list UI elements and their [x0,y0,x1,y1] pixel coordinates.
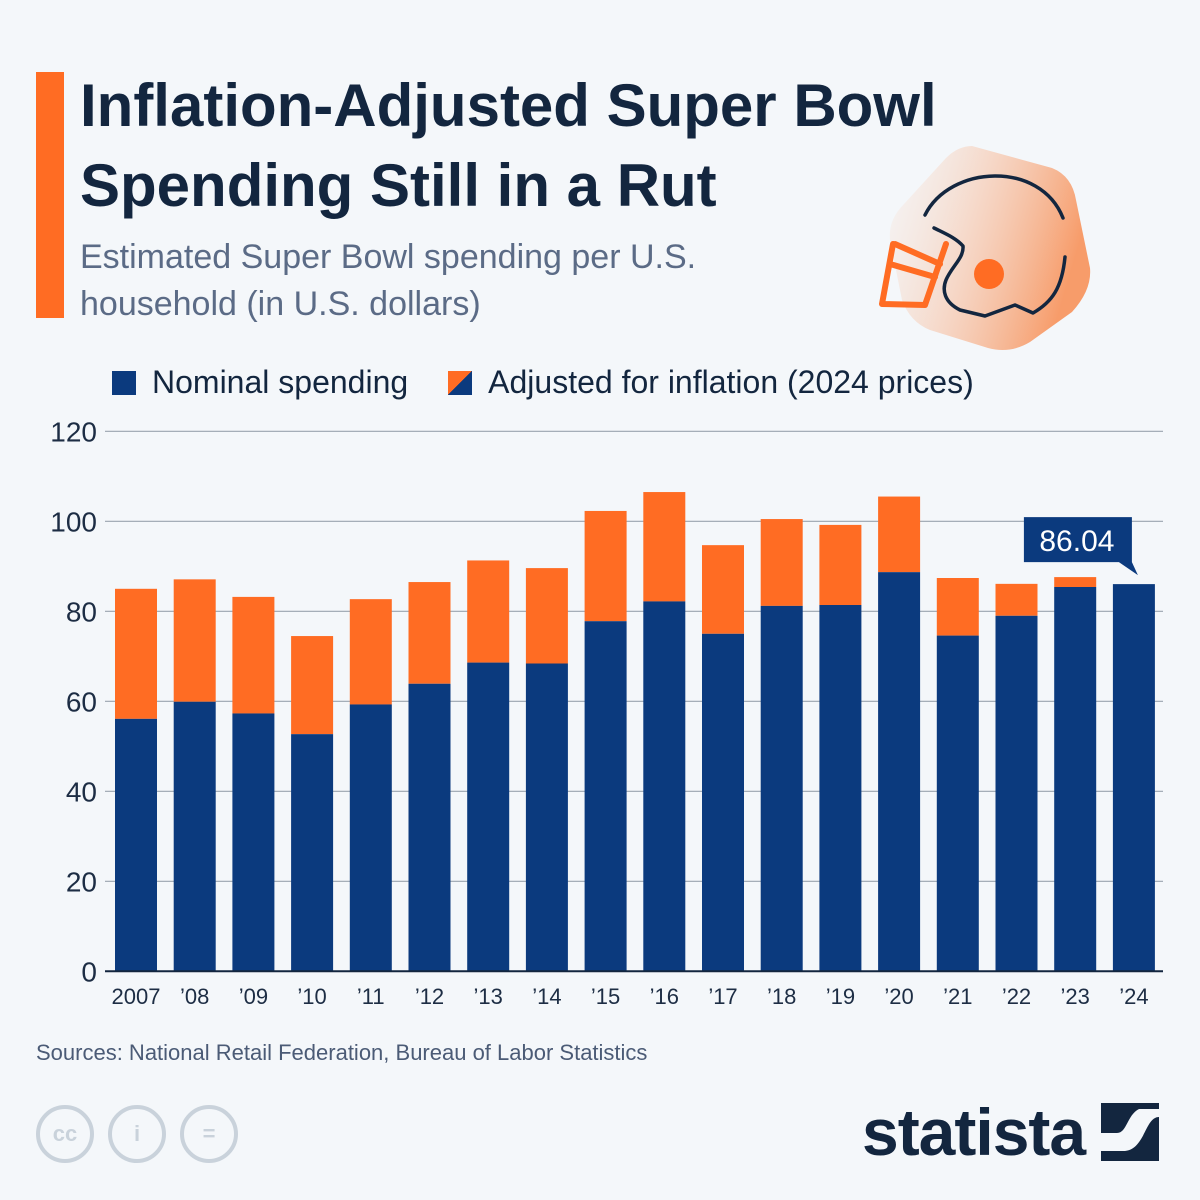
bar-adjusted [878,496,921,573]
x-tick-label: ’14 [532,984,561,1009]
bar-nominal [291,734,334,972]
x-tick-label: ’08 [180,984,209,1009]
legend: Nominal spending Adjusted for inflation … [112,364,1014,401]
legend-swatch-nominal [112,370,136,395]
x-tick-label: ’11 [357,984,385,1009]
x-tick-label: ’19 [826,984,855,1009]
bar-adjusted [643,492,686,602]
bar-nominal [819,605,862,972]
statista-logo[interactable]: statista [862,1094,1160,1170]
x-tick-label: ’23 [1061,984,1090,1009]
bar-adjusted [115,588,157,719]
subtitle: Estimated Super Bowl spending per U.S. h… [80,238,697,323]
legend-item-nominal: Nominal spending [112,364,408,401]
x-tick-label: ’24 [1119,984,1148,1009]
bar-adjusted [702,545,744,634]
y-tick-label: 80 [66,596,97,627]
title-accent-bar [36,72,64,318]
bar-adjusted [525,568,568,664]
bar-nominal [408,683,451,972]
bar-adjusted [819,524,862,605]
bar-nominal [349,704,392,972]
y-tick-label: 0 [81,956,97,987]
bar-adjusted [408,582,451,684]
sources-note: Sources: National Retail Federation, Bur… [36,1040,648,1065]
bar-adjusted [467,560,510,663]
bar-nominal [760,605,803,972]
bar-adjusted [291,636,334,735]
page-title: Inflation-Adjusted Super Bowl Spending S… [80,72,937,219]
bar-nominal [643,601,686,972]
x-tick-label: 2007 [112,984,161,1009]
bar-nominal [995,615,1038,972]
bar-adjusted [232,596,275,714]
legend-swatch-adjusted [448,370,473,395]
cc-icon[interactable]: cc [36,1105,94,1163]
statista-logo-icon [1101,1103,1160,1161]
x-tick-label: ’22 [1002,984,1031,1009]
bar-adjusted [584,510,627,622]
x-tick-label: ’17 [708,984,737,1009]
bar-nominal [1112,584,1155,972]
x-tick-label: ’16 [650,984,679,1009]
bar-nominal [467,662,510,972]
no-derivatives-icon[interactable]: = [180,1105,238,1163]
x-tick-label: ’10 [297,984,326,1009]
bar-nominal [878,572,921,972]
bar-nominal [173,701,216,972]
bar-nominal [702,633,744,972]
bar-adjusted [936,578,979,636]
y-tick-label: 20 [66,866,97,897]
legend-label-nominal: Nominal spending [152,364,409,400]
legend-item-adjusted: Adjusted for inflation (2024 prices) [448,364,974,401]
bar-nominal [115,718,157,972]
bar-nominal [584,621,627,972]
x-tick-label: ’18 [767,984,796,1009]
bar-adjusted [173,579,216,702]
bar-adjusted [349,599,392,705]
football-helmet-icon [879,146,1091,350]
x-tick-label: ’13 [474,984,503,1009]
x-tick-label: ’21 [943,984,972,1009]
y-tick-label: 100 [50,506,97,537]
bar-adjusted [760,519,803,606]
bar-adjusted [1054,577,1097,587]
license-icons: cc i = [36,1105,238,1163]
x-tick-label: ’15 [591,984,620,1009]
bar-nominal [1054,587,1097,972]
x-tick-label: ’12 [415,984,444,1009]
bar-adjusted [995,583,1038,616]
value-callout [1023,517,1138,576]
value-callout-label: 86.04 [1039,525,1114,558]
legend-label-adjusted: Adjusted for inflation (2024 prices) [488,364,974,400]
attribution-icon[interactable]: i [108,1105,166,1163]
y-tick-label: 60 [66,686,97,717]
x-tick-label: ’09 [239,984,268,1009]
bar-nominal [525,663,568,972]
y-tick-label: 40 [66,776,97,807]
x-tick-label: ’20 [884,984,913,1009]
bar-nominal [232,713,275,972]
bar-nominal [936,635,979,972]
y-tick-label: 120 [50,416,97,447]
statista-wordmark: statista [862,1095,1086,1169]
